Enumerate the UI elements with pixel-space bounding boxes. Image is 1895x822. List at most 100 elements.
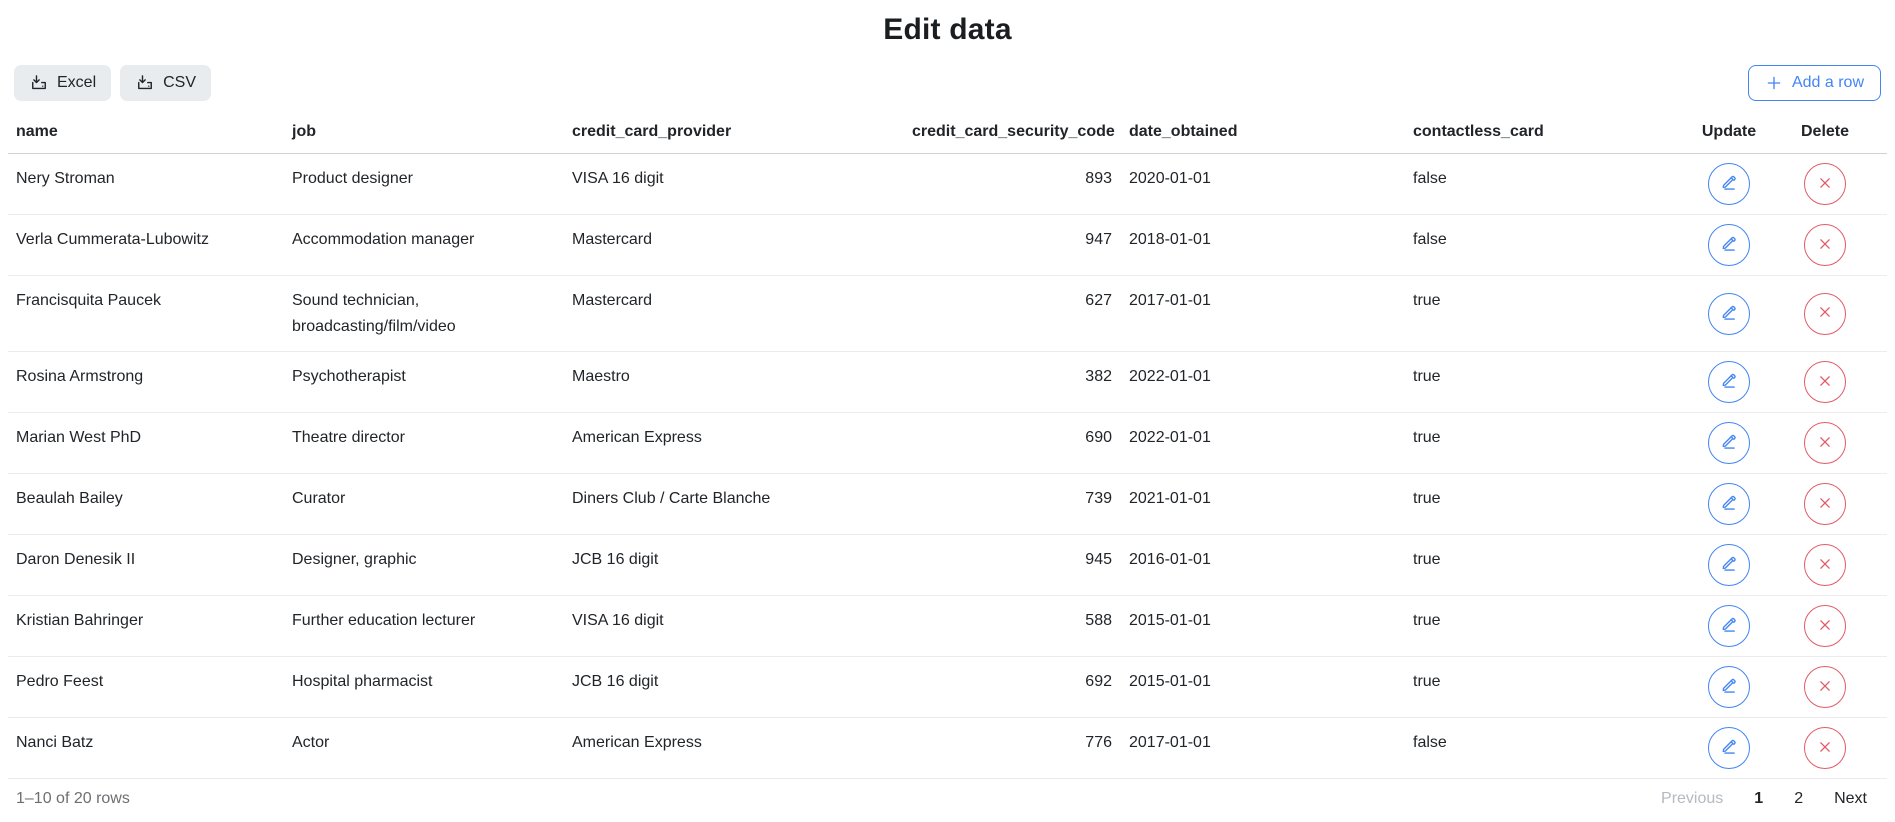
table-row: Nanci Batz Actor American Express 776 20… <box>8 718 1887 780</box>
delete-row-button[interactable] <box>1804 483 1846 526</box>
table-row: Daron Denesik II Designer, graphic JCB 1… <box>8 535 1887 597</box>
cell-contactless-card: false <box>1413 231 1447 248</box>
cell-delete <box>1804 422 1846 465</box>
cell-update <box>1708 483 1750 526</box>
delete-row-button[interactable] <box>1804 361 1846 404</box>
cell-delete <box>1804 483 1846 526</box>
cell-credit-card-security-code: 776 <box>1085 734 1112 752</box>
column-header-date-obtained: date_obtained <box>1129 122 1238 140</box>
cell-update <box>1708 361 1750 404</box>
table-row: Nery Stroman Product designer VISA 16 di… <box>8 154 1887 215</box>
x-icon <box>1815 676 1835 699</box>
delete-row-button[interactable] <box>1804 605 1846 648</box>
cell-contactless-card: false <box>1413 734 1447 752</box>
pencil-icon <box>1719 675 1740 699</box>
cell-date-obtained: 2017-01-01 <box>1129 734 1211 752</box>
x-icon <box>1815 371 1835 394</box>
cell-date-obtained: 2015-01-01 <box>1129 673 1211 691</box>
cell-credit-card-provider: Mastercard <box>572 292 653 309</box>
cell-update <box>1708 605 1750 648</box>
delete-row-button[interactable] <box>1804 422 1846 465</box>
cell-update <box>1708 544 1750 587</box>
cell-job: Product designer <box>292 170 413 187</box>
cell-job: Hospital pharmacist <box>292 673 433 691</box>
pagination-page-2[interactable]: 2 <box>1794 790 1804 808</box>
cell-credit-card-provider: Mastercard <box>572 231 653 248</box>
cell-date-obtained: 2021-01-01 <box>1129 490 1211 508</box>
add-row-button[interactable]: Add a row <box>1747 65 1881 101</box>
cell-contactless-card: true <box>1413 429 1441 447</box>
cell-contactless-card: true <box>1413 292 1441 309</box>
download-icon <box>29 73 49 93</box>
update-row-button[interactable] <box>1708 292 1750 335</box>
table-row: Verla Cummerata-Lubowitz Accommodation m… <box>8 215 1887 276</box>
cell-date-obtained: 2020-01-01 <box>1129 170 1211 187</box>
cell-delete <box>1804 163 1846 205</box>
cell-date-obtained: 2017-01-01 <box>1129 292 1211 309</box>
delete-row-button[interactable] <box>1804 224 1846 266</box>
cell-credit-card-security-code: 588 <box>1085 612 1112 630</box>
delete-row-button[interactable] <box>1804 727 1846 770</box>
cell-name: Nery Stroman <box>16 170 115 187</box>
delete-row-button[interactable] <box>1804 544 1846 587</box>
export-excel-button[interactable]: Excel <box>14 65 112 101</box>
data-table: name job credit_card_provider credit_car… <box>8 110 1887 780</box>
cell-name: Pedro Feest <box>16 673 104 691</box>
update-row-button[interactable] <box>1708 605 1750 648</box>
pencil-icon <box>1719 614 1740 638</box>
x-icon <box>1815 234 1835 257</box>
pencil-icon <box>1719 553 1740 577</box>
cell-credit-card-security-code: 947 <box>1085 231 1112 248</box>
update-row-button[interactable] <box>1708 361 1750 404</box>
pagination-previous[interactable]: Previous <box>1661 790 1724 808</box>
cell-credit-card-security-code: 692 <box>1085 673 1112 691</box>
cell-name: Nanci Batz <box>16 734 94 752</box>
column-header-name: name <box>16 122 58 140</box>
cell-name: Francisquita Paucek <box>16 292 161 309</box>
export-csv-label: CSV <box>163 74 197 91</box>
update-row-button[interactable] <box>1708 224 1750 266</box>
update-row-button[interactable] <box>1708 727 1750 770</box>
cell-job: Designer, graphic <box>292 551 417 569</box>
update-row-button[interactable] <box>1708 544 1750 587</box>
cell-credit-card-security-code: 739 <box>1085 490 1112 508</box>
pencil-icon <box>1719 370 1740 394</box>
cell-credit-card-provider: American Express <box>572 734 702 752</box>
table-header-row: name job credit_card_provider credit_car… <box>8 110 1887 154</box>
pencil-icon <box>1719 233 1740 257</box>
export-csv-button[interactable]: CSV <box>120 65 212 101</box>
table-row: Marian West PhD Theatre director America… <box>8 413 1887 475</box>
delete-row-button[interactable] <box>1804 163 1846 205</box>
update-row-button[interactable] <box>1708 422 1750 465</box>
cell-date-obtained: 2018-01-01 <box>1129 231 1211 248</box>
column-header-credit-card-provider: credit_card_provider <box>572 122 732 140</box>
table-row: Pedro Feest Hospital pharmacist JCB 16 d… <box>8 657 1887 719</box>
cell-name: Daron Denesik II <box>16 551 136 569</box>
update-row-button[interactable] <box>1708 163 1750 205</box>
cell-update <box>1708 727 1750 770</box>
table-row: Francisquita Paucek Sound technician, br… <box>8 276 1887 353</box>
toolbar: Excel CSV Add a row <box>0 63 1895 103</box>
update-row-button[interactable] <box>1708 483 1750 526</box>
update-row-button[interactable] <box>1708 666 1750 709</box>
download-icon <box>135 73 155 93</box>
cell-date-obtained: 2022-01-01 <box>1129 429 1211 447</box>
cell-credit-card-security-code: 690 <box>1085 429 1112 447</box>
cell-job: Accommodation manager <box>292 231 475 248</box>
cell-name: Kristian Bahringer <box>16 612 144 630</box>
cell-update <box>1708 163 1750 205</box>
delete-row-button[interactable] <box>1804 666 1846 709</box>
cell-credit-card-security-code: 382 <box>1085 368 1112 386</box>
cell-credit-card-provider: Maestro <box>572 368 630 386</box>
cell-name: Marian West PhD <box>16 429 142 447</box>
delete-row-button[interactable] <box>1804 292 1846 335</box>
cell-job: Actor <box>292 734 330 752</box>
cell-contactless-card: true <box>1413 368 1441 386</box>
cell-credit-card-security-code: 627 <box>1085 292 1112 309</box>
pagination-page-1[interactable]: 1 <box>1754 790 1764 808</box>
cell-credit-card-provider: Diners Club / Carte Blanche <box>572 490 771 508</box>
x-icon <box>1815 615 1835 638</box>
pencil-icon <box>1719 172 1740 196</box>
pagination-next[interactable]: Next <box>1834 790 1867 808</box>
x-icon <box>1815 173 1835 196</box>
